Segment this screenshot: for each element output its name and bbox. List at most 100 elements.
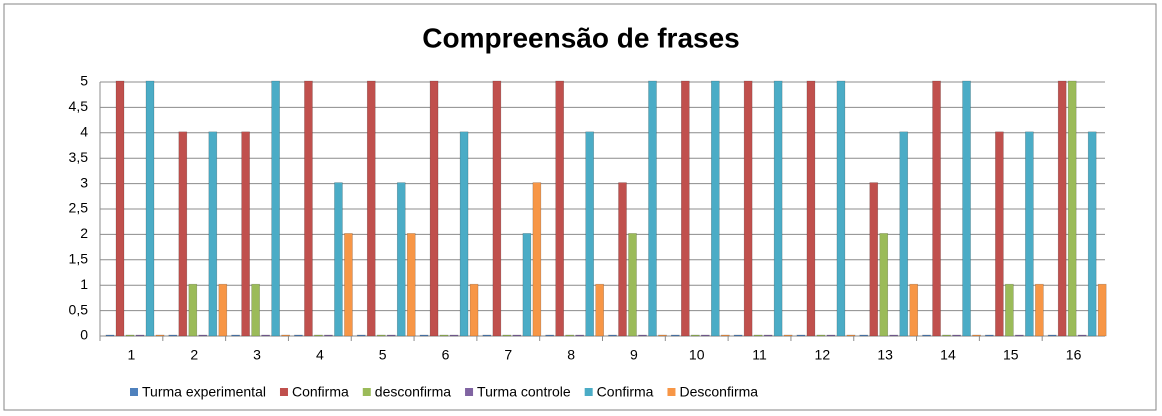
x-tick-label: 12	[815, 347, 831, 363]
y-tick-label: 2	[80, 225, 88, 241]
x-tick-label: 13	[877, 347, 893, 363]
bar	[658, 334, 667, 337]
bar	[304, 80, 313, 337]
bar	[1097, 283, 1107, 337]
bar	[168, 334, 178, 337]
y-tick-label: 3	[80, 174, 88, 190]
bar	[648, 80, 657, 337]
bar	[995, 131, 1004, 337]
bar	[376, 334, 386, 337]
bar	[115, 80, 125, 337]
bar	[429, 80, 439, 337]
bar	[334, 182, 343, 337]
bar	[753, 334, 763, 337]
bar	[618, 182, 627, 337]
legend-label: Confirma	[597, 384, 654, 400]
legend-swatch	[130, 388, 138, 396]
bar	[314, 334, 323, 337]
bar	[178, 131, 188, 337]
bar	[952, 334, 961, 337]
bar	[344, 233, 353, 337]
bar	[356, 334, 366, 337]
bar	[879, 233, 889, 337]
bar	[188, 283, 198, 337]
bar	[1035, 283, 1044, 337]
x-tick-label: 3	[253, 347, 261, 363]
bar	[502, 334, 512, 337]
bar	[512, 334, 522, 337]
bar	[733, 334, 743, 337]
legend-swatch	[465, 388, 474, 396]
bar	[522, 233, 532, 337]
bar	[972, 334, 981, 337]
bar	[816, 334, 826, 337]
bar	[135, 334, 145, 337]
bar	[208, 131, 218, 337]
x-tick-label: 4	[316, 347, 324, 363]
bar	[763, 334, 773, 337]
x-tick-label: 9	[630, 347, 638, 363]
bar	[231, 334, 240, 337]
bar	[859, 334, 869, 337]
bar	[449, 334, 459, 337]
legend-swatch	[667, 388, 676, 396]
bar	[909, 283, 919, 337]
legend-swatch	[362, 388, 371, 396]
bar	[595, 283, 604, 337]
bar	[1087, 131, 1097, 337]
bar	[555, 80, 564, 337]
y-tick-label: 4	[80, 124, 88, 140]
bar	[1047, 334, 1057, 337]
x-tick-label: 15	[1003, 347, 1019, 363]
legend-label: Confirma	[292, 384, 349, 400]
y-tick-label: 4,5	[69, 98, 89, 114]
bar	[105, 334, 115, 337]
legend-swatch	[279, 388, 288, 396]
bar	[545, 334, 554, 337]
bar	[281, 334, 290, 337]
bar	[671, 334, 680, 337]
bar	[294, 334, 303, 337]
bar	[638, 334, 647, 337]
bar	[721, 334, 730, 337]
y-tick-label: 1	[80, 276, 88, 292]
bar	[1067, 80, 1077, 337]
bar	[942, 334, 951, 337]
x-tick-label: 5	[379, 347, 387, 363]
bar	[691, 334, 700, 337]
bar	[419, 334, 429, 337]
bar	[261, 334, 270, 337]
bar	[565, 334, 574, 337]
bar	[324, 334, 333, 337]
bar	[396, 182, 406, 337]
bar	[482, 334, 492, 337]
bar	[1077, 334, 1087, 337]
bar	[846, 334, 856, 337]
x-tick-label: 6	[442, 347, 450, 363]
x-tick-label: 7	[504, 347, 512, 363]
legend-swatch	[584, 388, 593, 396]
bar	[198, 334, 208, 337]
bar	[608, 334, 617, 337]
bar	[271, 80, 280, 337]
y-tick-label: 1,5	[69, 251, 89, 267]
bar	[469, 283, 479, 337]
bar	[532, 182, 542, 337]
bar	[899, 131, 909, 337]
bar	[711, 80, 720, 337]
bar	[796, 334, 806, 337]
bar	[145, 80, 155, 337]
legend-label: Desconfirma	[679, 384, 758, 400]
legend-label: desconfirma	[375, 384, 451, 400]
bar	[783, 334, 793, 337]
bar	[218, 283, 228, 337]
y-tick-label: 0	[80, 327, 88, 343]
x-tick-label: 16	[1066, 347, 1082, 363]
bar	[125, 334, 135, 337]
bar	[962, 80, 971, 337]
bar	[155, 334, 165, 337]
bar	[889, 334, 899, 337]
bar	[826, 334, 836, 337]
x-tick-label: 11	[752, 347, 767, 363]
